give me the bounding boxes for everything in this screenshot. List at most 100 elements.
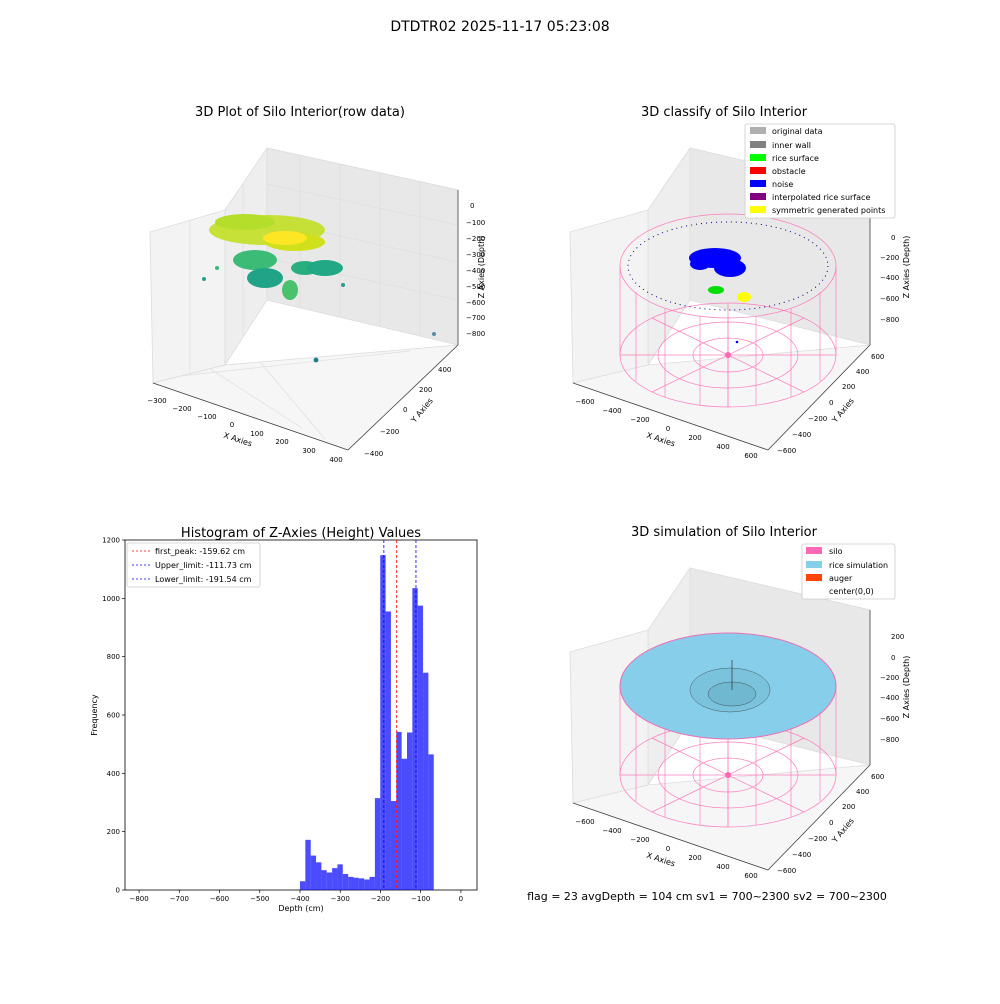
svg-text:−300: −300 <box>147 397 166 405</box>
svg-text:600: 600 <box>871 353 884 361</box>
classify-legend: original data inner wall rice surface ob… <box>744 123 896 219</box>
classify-xlabel: X Axies <box>645 431 676 449</box>
classify-points <box>689 248 751 358</box>
hist-bar-0 <box>299 881 306 890</box>
hist-bar-20 <box>407 732 413 890</box>
svg-text:200: 200 <box>419 386 432 394</box>
svg-text:400: 400 <box>716 443 729 451</box>
svg-text:0: 0 <box>666 845 670 853</box>
hist-bar-11 <box>358 878 365 890</box>
hist-xtick-label-6: −200 <box>371 895 390 903</box>
svg-text:−400: −400 <box>466 267 485 275</box>
svg-text:400: 400 <box>716 863 729 871</box>
classify-y-ticks: −600 −400 −200 0 200 400 600 <box>777 353 884 455</box>
hist-bar-6 <box>332 868 338 890</box>
svg-text:−600: −600 <box>777 447 796 455</box>
svg-text:−200: −200 <box>380 428 399 436</box>
svg-text:−200: −200 <box>466 235 485 243</box>
hist-bar-8 <box>342 873 349 890</box>
hist-bar-18 <box>396 731 402 890</box>
svg-text:200: 200 <box>275 438 288 446</box>
hist-ytick-label-6: 1200 <box>102 537 120 545</box>
raw-xlabel: X Axies <box>222 431 253 449</box>
hist-bar-13 <box>369 876 375 890</box>
raw-zlabel: Z Axies (Depth) <box>477 236 486 299</box>
hist-vlines <box>383 540 417 890</box>
svg-text:rice surface: rice surface <box>772 154 819 163</box>
svg-text:400: 400 <box>329 456 342 464</box>
figure-suptitle: DTDTR02 2025-11-17 05:23:08 <box>390 19 609 35</box>
hist-bar-7 <box>337 864 343 890</box>
legend-first-peak: first_peak: -159.62 cm <box>155 547 245 556</box>
hist-bar-2 <box>310 855 317 890</box>
hist-xtick-label-1: −700 <box>170 895 189 903</box>
svg-text:−800: −800 <box>880 316 899 324</box>
hist-ytick-label-5: 1000 <box>102 595 120 603</box>
hist-bar-5 <box>326 872 333 890</box>
svg-text:0: 0 <box>829 399 833 407</box>
svg-text:0: 0 <box>403 406 407 414</box>
svg-text:−200: −200 <box>630 836 649 844</box>
svg-text:200: 200 <box>891 633 904 641</box>
svg-text:600: 600 <box>871 773 884 781</box>
svg-text:−400: −400 <box>792 851 811 859</box>
simulation-z-ticks: 200 0 −200 −400 −600 −800 <box>880 633 904 744</box>
svg-text:400: 400 <box>856 368 869 376</box>
svg-text:200: 200 <box>842 383 855 391</box>
legend-lower-limit: Lower_limit: -191.54 cm <box>155 575 252 584</box>
svg-text:original data: original data <box>772 127 823 136</box>
svg-text:−500: −500 <box>466 283 485 291</box>
hist-bar-4 <box>321 870 327 890</box>
hist-xtick-label-0: −800 <box>129 895 148 903</box>
svg-text:400: 400 <box>438 366 451 374</box>
svg-text:rice simulation: rice simulation <box>829 561 888 570</box>
raw-z-ticks: 0 −100 −200 −300 −400 −500 −600 −700 −80… <box>466 202 485 338</box>
svg-text:−200: −200 <box>808 415 827 423</box>
simulation-zlabel: Z Axies (Depth) <box>902 656 911 719</box>
svg-text:−200: −200 <box>172 405 191 413</box>
hist-bar-3 <box>316 862 322 890</box>
hist-xtick-label-7: −100 <box>411 895 430 903</box>
svg-text:−800: −800 <box>880 736 899 744</box>
hist-xlabel: Depth (cm) <box>278 904 323 913</box>
svg-text:0: 0 <box>829 819 833 827</box>
panel-histogram: Histogram of Z-Axies (Height) Values −80… <box>90 526 478 913</box>
svg-text:−600: −600 <box>466 299 485 307</box>
hist-legend: first_peak: -159.62 cm Upper_limit: -111… <box>126 542 261 588</box>
svg-text:200: 200 <box>842 803 855 811</box>
hist-bar-12 <box>364 879 370 890</box>
hist-xtick-label-5: −300 <box>331 895 350 903</box>
simulation-legend: silo rice simulation auger center(0,0) <box>801 543 896 600</box>
hist-xtick-label-3: −500 <box>250 895 269 903</box>
svg-text:−200: −200 <box>880 254 899 262</box>
svg-text:−300: −300 <box>466 251 485 259</box>
hist-bar-14 <box>374 798 381 890</box>
simulation-y-ticks: −600 −400 −200 0 200 400 600 <box>777 773 884 875</box>
svg-text:−100: −100 <box>197 413 216 421</box>
svg-text:−600: −600 <box>575 398 594 406</box>
hist-ylabel: Frequency <box>90 694 99 736</box>
svg-text:−400: −400 <box>602 827 621 835</box>
svg-text:−700: −700 <box>466 314 485 322</box>
svg-text:−600: −600 <box>880 295 899 303</box>
legend-upper-limit: Upper_limit: -111.73 cm <box>155 561 252 570</box>
raw-x-ticks: −300 −200 −100 0 100 200 300 400 <box>147 397 342 464</box>
hist-bar-17 <box>390 801 397 890</box>
hist-xtick-label-8: 0 <box>459 895 463 903</box>
classify-interpolated-surface <box>627 221 829 311</box>
svg-text:noise: noise <box>772 180 793 189</box>
hist-ytick-label-1: 200 <box>107 828 120 836</box>
hist-bar-24 <box>428 754 434 890</box>
hist-y-ticks: 0 200 400 600 800 1000 1200 <box>102 537 125 895</box>
classify-z-ticks: 0 −200 −400 −600 −800 <box>880 234 899 324</box>
svg-text:−800: −800 <box>466 330 485 338</box>
svg-text:inner wall: inner wall <box>772 141 811 150</box>
panel-simulation-3d: 3D simulation of Silo Interior <box>569 525 911 880</box>
svg-text:−400: −400 <box>364 450 383 458</box>
svg-text:obstacle: obstacle <box>772 167 806 176</box>
hist-bar-21 <box>412 588 418 890</box>
svg-text:0: 0 <box>470 202 474 210</box>
svg-text:0: 0 <box>891 654 895 662</box>
